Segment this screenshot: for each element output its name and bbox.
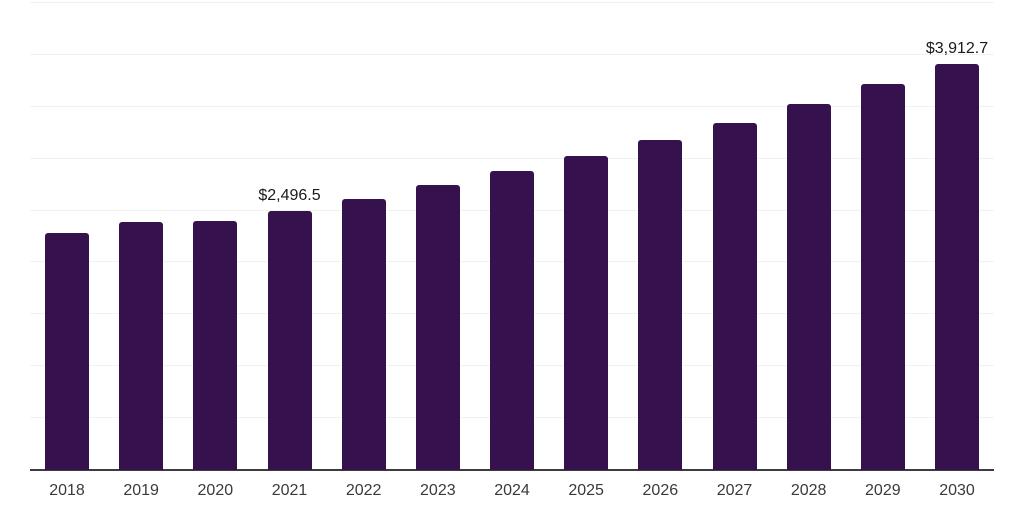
bar-2026[interactable] bbox=[638, 140, 683, 470]
x-tick-2019: 2019 bbox=[123, 482, 159, 499]
bar-2027[interactable] bbox=[712, 122, 757, 470]
x-axis-line bbox=[30, 469, 994, 471]
x-tick-2021: 2021 bbox=[271, 482, 308, 499]
bar-2024[interactable] bbox=[490, 171, 534, 470]
gridline-3500 bbox=[30, 105, 994, 107]
gridline-4500 bbox=[30, 2, 994, 3]
x-tick-2022: 2022 bbox=[345, 482, 382, 499]
bar-2023[interactable] bbox=[415, 185, 460, 470]
bar-2022[interactable] bbox=[341, 199, 386, 470]
x-tick-2028: 2028 bbox=[790, 482, 827, 499]
plot-area: $2,496.5 $3,912.7 bbox=[30, 2, 994, 471]
x-tick-2024: 2024 bbox=[494, 482, 530, 499]
x-tick-2025: 2025 bbox=[568, 482, 604, 499]
x-tick-2030: 2030 bbox=[939, 482, 975, 499]
bar-2028[interactable] bbox=[786, 103, 831, 470]
x-tick-2023: 2023 bbox=[420, 482, 456, 499]
x-tick-2029: 2029 bbox=[865, 482, 901, 499]
bar-2018[interactable] bbox=[45, 232, 89, 470]
x-tick-2026: 2026 bbox=[642, 482, 679, 499]
data-label-2021: $2,496.5 bbox=[258, 186, 321, 204]
bar-2021[interactable] bbox=[267, 210, 312, 470]
bar-2025[interactable] bbox=[564, 155, 609, 470]
x-axis-labels: 2018 2019 2020 2021 2022 2023 2024 2025 2026 2027… bbox=[0, 481, 1024, 503]
bar-2019[interactable] bbox=[119, 221, 164, 470]
data-label-2030: $3,912.7 bbox=[925, 39, 989, 57]
x-tick-2020: 2020 bbox=[197, 482, 234, 499]
x-tick-2018: 2018 bbox=[49, 482, 85, 499]
gridline-3000 bbox=[30, 157, 994, 159]
bar-2020[interactable] bbox=[193, 221, 238, 470]
bar-2029[interactable] bbox=[860, 83, 905, 470]
bar-2030[interactable] bbox=[935, 63, 979, 470]
x-tick-2027: 2027 bbox=[716, 482, 753, 499]
gridline-4000 bbox=[30, 53, 994, 55]
